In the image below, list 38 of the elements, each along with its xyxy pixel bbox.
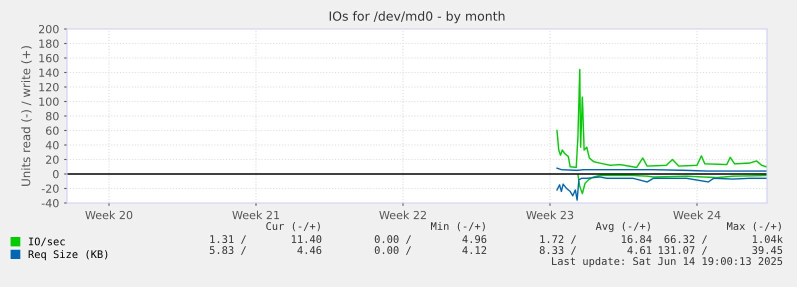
y-tick-label: 120 [39,82,59,92]
y-tick-label: 80 [46,112,59,120]
text: Cur (-/+) [266,222,320,232]
x-tick-label: Week 21 [232,210,280,220]
y-axis-title: Units read (-) / write (+) [21,46,32,186]
y-tick-label: 0 [53,170,59,178]
legend-label: Req Size (KB) [28,250,108,260]
y-tick-label: -40 [42,198,59,208]
line-series [556,176,767,201]
text: Min (-/+) [430,222,485,232]
text: 0.00 / 4.12 [374,246,486,255]
y-tick-label: 20 [46,155,59,164]
line-series [577,174,767,194]
text: Max (-/+) [726,222,781,232]
text: 66.32 / 1.04k [664,234,783,244]
y-tick-label: 160 [39,54,59,62]
legend-label: IO/sec [28,238,65,246]
y-tick-label: 200 [38,24,59,34]
x-tick-label: Week 22 [379,210,426,220]
x-tick-label: Week 20 [85,210,132,220]
y-tick-label: 100 [39,97,59,106]
x-tick-label: Week 24 [673,210,720,220]
text: 0.00 / 4.96 [374,235,486,244]
y-tick-label: 140 [39,68,59,77]
line-series [556,68,767,168]
text: 131.07 / 39.45 [658,246,782,255]
text: 1.72 / 16.84 [540,235,652,244]
text: 5.83 / 4.46 [210,246,322,255]
y-tick-label: 40 [46,140,59,150]
x-tick-label: Week 23 [526,210,574,220]
text: 1.31 / 11.40 [210,235,322,244]
text: Avg (-/+) [596,222,650,232]
y-tick-label: 180 [39,39,59,48]
text: Last update: Sat Jun 14 19:00:13 2025 [552,256,782,268]
chart-title: IOs for /dev/md0 - by month [330,11,504,24]
y-tick-label: -20 [42,184,59,193]
text: 8.33 / 4.61 [540,246,652,255]
y-tick-label: 60 [46,126,59,135]
